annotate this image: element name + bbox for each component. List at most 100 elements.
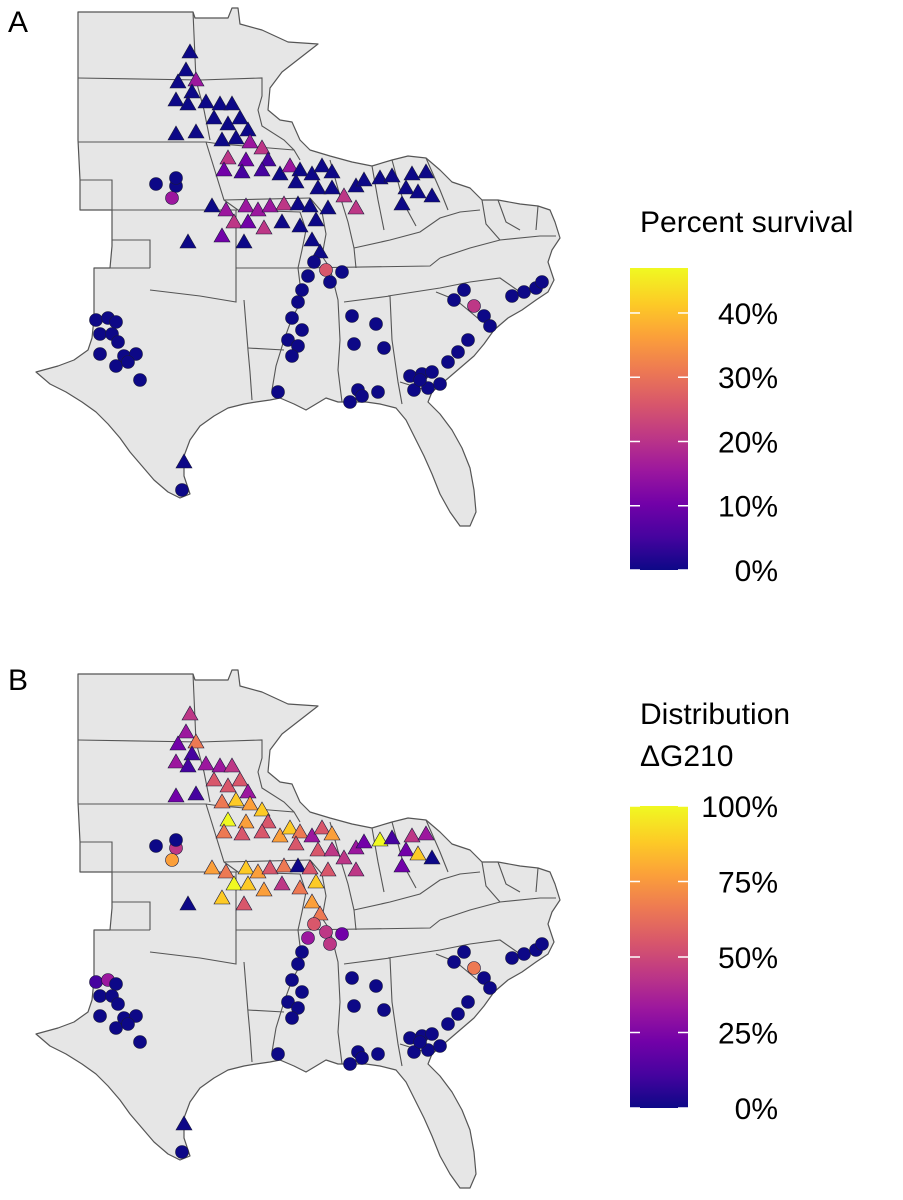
site-marker-circle: [433, 377, 447, 391]
site-marker-triangle: [249, 201, 267, 217]
site-marker-circle: [343, 1057, 357, 1071]
site-marker-triangle: [271, 165, 289, 181]
site-marker-circle: [301, 931, 315, 945]
site-marker-circle: [93, 327, 107, 341]
site-marker-triangle: [323, 841, 341, 857]
site-marker-triangle: [179, 757, 197, 773]
site-marker-triangle: [403, 165, 421, 181]
legend-a-colorbar: [630, 268, 688, 570]
site-marker-triangle: [423, 849, 441, 865]
site-marker-triangle: [255, 219, 273, 235]
site-marker-circle: [461, 995, 475, 1009]
site-marker-triangle: [181, 43, 199, 59]
legend-tick-label: 10%: [718, 491, 778, 524]
site-marker-triangle: [323, 825, 341, 841]
site-marker-triangle: [169, 735, 187, 751]
site-marker-circle: [447, 293, 461, 307]
site-marker-circle: [335, 265, 349, 279]
site-marker-triangle: [217, 863, 235, 879]
site-marker-circle: [133, 373, 147, 387]
panel-b: B Distribution ΔG210 100% 75% 50% 25% 0%: [8, 664, 790, 1189]
site-marker-circle: [323, 937, 337, 951]
site-marker-triangle: [301, 197, 319, 213]
site-marker-circle: [467, 961, 481, 975]
site-marker-circle: [517, 947, 531, 961]
site-marker-circle: [347, 337, 361, 351]
site-marker-triangle: [281, 819, 299, 835]
site-marker-circle: [451, 1007, 465, 1021]
site-marker-circle: [323, 275, 337, 289]
site-marker-circle: [433, 1039, 447, 1053]
site-marker-triangle: [309, 841, 327, 857]
site-marker-triangle: [219, 149, 237, 165]
site-marker-circle: [451, 345, 465, 359]
site-marker-triangle: [213, 889, 231, 905]
legend-tick-label: 30%: [718, 362, 778, 395]
site-marker-circle: [175, 1145, 189, 1159]
site-marker-triangle: [309, 179, 327, 195]
site-marker-triangle: [213, 131, 231, 147]
site-marker-circle: [291, 295, 305, 309]
site-marker-triangle: [371, 169, 389, 185]
site-marker-triangle: [213, 793, 231, 809]
site-marker-circle: [377, 341, 391, 355]
site-marker-triangle: [307, 873, 325, 889]
site-marker-triangle: [383, 829, 401, 845]
site-marker-triangle: [217, 201, 235, 217]
site-marker-triangle: [319, 861, 337, 877]
site-marker-triangle: [233, 163, 251, 179]
site-marker-triangle: [307, 211, 325, 227]
site-marker-circle: [281, 995, 295, 1009]
site-marker-circle: [345, 309, 359, 323]
site-marker-triangle: [237, 151, 255, 167]
map-b: [35, 669, 561, 1189]
site-marker-triangle: [205, 109, 223, 125]
site-marker-triangle: [225, 213, 243, 229]
site-marker-triangle: [239, 121, 257, 137]
site-marker-circle: [371, 1047, 385, 1061]
site-marker-circle: [149, 177, 163, 191]
site-marker-triangle: [287, 835, 305, 851]
site-marker-triangle: [261, 859, 279, 875]
site-marker-circle: [413, 373, 427, 387]
site-marker-triangle: [303, 165, 321, 181]
site-marker-triangle: [253, 139, 271, 155]
site-marker-triangle: [231, 109, 249, 125]
site-marker-triangle: [167, 91, 185, 107]
site-marker-triangle: [291, 161, 309, 177]
site-marker-triangle: [219, 777, 237, 793]
site-marker-triangle: [167, 125, 185, 141]
site-marker-circle: [505, 289, 519, 303]
site-marker-circle: [407, 1045, 421, 1059]
site-marker-circle: [457, 283, 471, 297]
site-marker-triangle: [291, 879, 309, 895]
map-a: [35, 7, 561, 527]
site-marker-circle: [291, 957, 305, 971]
site-markers-b: [89, 705, 549, 1159]
site-marker-triangle: [211, 757, 229, 773]
site-marker-triangle: [223, 757, 241, 773]
legend-tick-label: 20%: [718, 426, 778, 459]
site-marker-circle: [425, 365, 439, 379]
site-marker-triangle: [271, 827, 289, 843]
site-marker-circle: [535, 937, 549, 951]
site-marker-circle: [319, 925, 333, 939]
legend-a-title: Percent survival: [640, 206, 853, 239]
site-marker-triangle: [233, 825, 251, 841]
site-marker-triangle: [175, 453, 193, 469]
site-marker-triangle: [409, 845, 427, 861]
site-marker-circle: [295, 323, 309, 337]
site-marker-triangle: [235, 895, 253, 911]
site-marker-circle: [109, 315, 123, 329]
site-marker-circle: [477, 971, 491, 985]
site-marker-circle: [133, 1035, 147, 1049]
site-marker-circle: [441, 355, 455, 369]
site-marker-circle: [483, 981, 497, 995]
site-marker-circle: [335, 927, 349, 941]
site-marker-triangle: [287, 173, 305, 189]
site-marker-circle: [109, 977, 123, 991]
site-marker-triangle: [323, 163, 341, 179]
site-marker-circle: [285, 311, 299, 325]
site-marker-triangle: [291, 823, 309, 839]
